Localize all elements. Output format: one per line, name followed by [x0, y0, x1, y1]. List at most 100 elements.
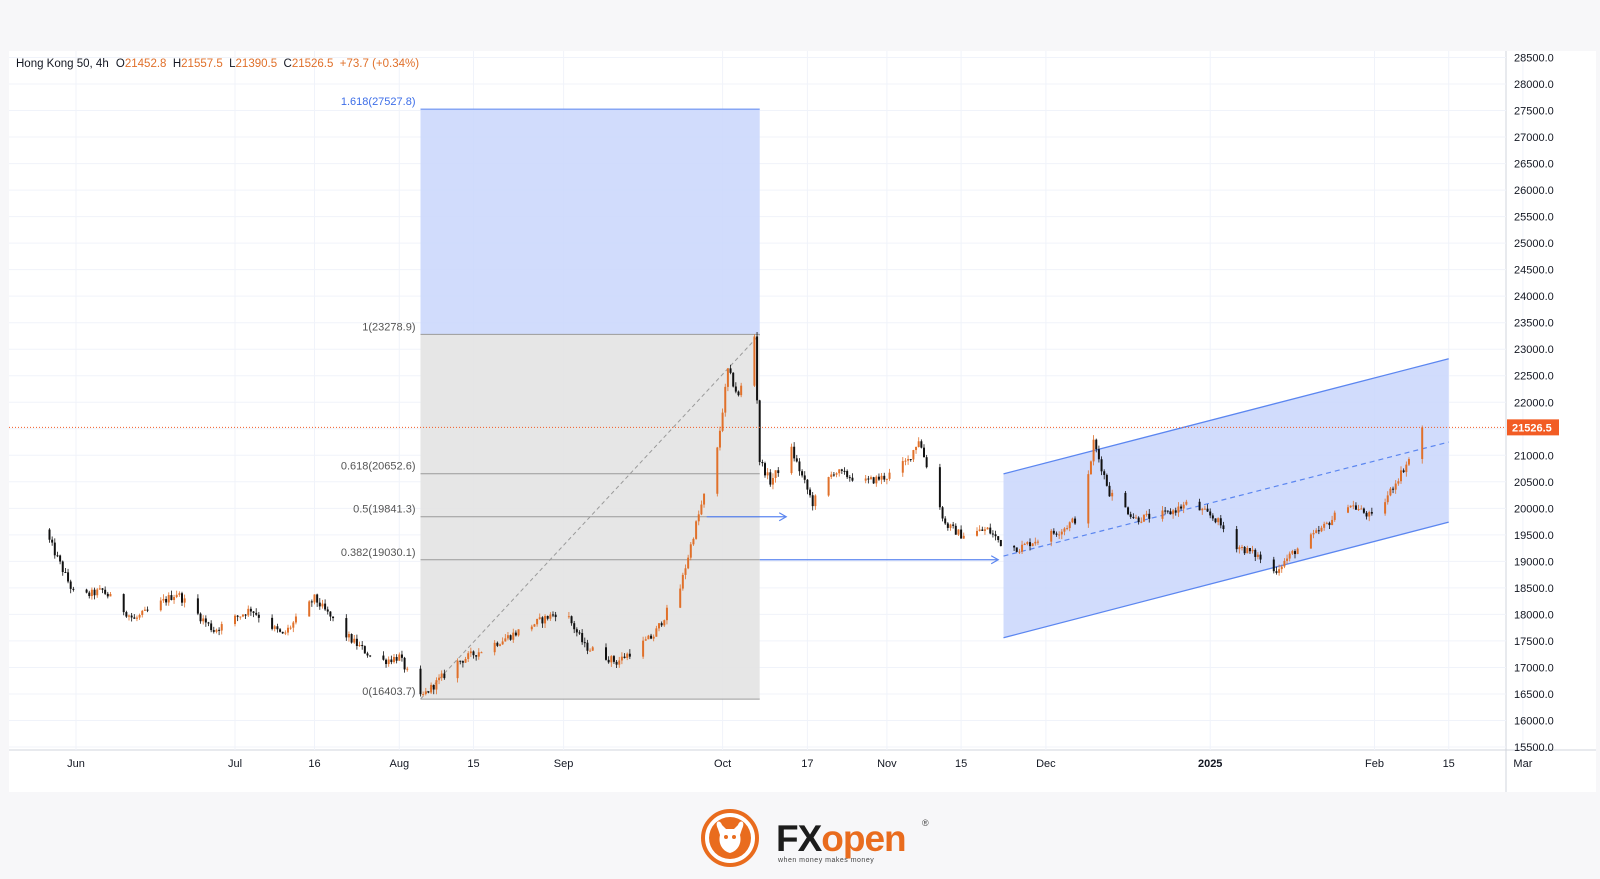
time-tick-label: Sep	[554, 758, 574, 770]
candle-body	[59, 555, 62, 562]
candle-body	[249, 608, 252, 612]
candle-body	[962, 535, 965, 539]
candle-body	[1034, 541, 1037, 544]
time-tick-label: 17	[801, 758, 813, 770]
candle-body	[1352, 505, 1355, 507]
candle-body	[1392, 488, 1395, 490]
candle-body	[390, 659, 393, 663]
wordmark-fx: FX	[776, 818, 822, 859]
candle-body	[244, 614, 247, 616]
candle-body	[456, 660, 459, 679]
candle-body	[183, 598, 186, 603]
candle-body	[1050, 530, 1053, 542]
candle-body	[400, 654, 403, 658]
candle-body	[729, 368, 732, 373]
candle-body	[1394, 483, 1397, 490]
candle-body	[920, 441, 923, 448]
price-tick-label: 19000.0	[1514, 556, 1554, 568]
candle-body	[1031, 543, 1034, 547]
candle-body	[1286, 558, 1289, 561]
candle-body	[1347, 507, 1349, 513]
candle-body	[1182, 504, 1185, 509]
candle-body	[976, 530, 978, 536]
candle-body	[774, 470, 777, 478]
candle-body	[289, 627, 292, 629]
candle-body	[695, 521, 698, 539]
low-value: 21390.5	[235, 58, 278, 70]
candle-body	[1100, 459, 1103, 472]
candle-body	[382, 655, 385, 660]
candle-body	[1283, 560, 1286, 567]
candle-body	[1320, 527, 1323, 532]
candle-body	[618, 660, 621, 665]
candle-body	[1278, 569, 1281, 573]
price-tick-label: 19500.0	[1514, 530, 1554, 542]
candle-body	[581, 633, 584, 643]
candle-body	[761, 462, 764, 464]
candle-body	[989, 527, 992, 534]
candle-body	[1018, 551, 1021, 553]
candle-body	[1325, 522, 1328, 524]
candle-body	[326, 609, 329, 612]
candle-body	[1174, 510, 1177, 513]
candle-body	[361, 644, 364, 647]
candle-body	[422, 694, 425, 696]
candle-body	[493, 642, 496, 653]
candle-body	[827, 477, 830, 496]
candle-body	[1015, 547, 1018, 552]
price-chart[interactable]: 28500.0 28000.0 27500.0 27000.0 26500.0 26000…	[9, 51, 1596, 792]
open-label: O	[115, 58, 125, 70]
candle-body	[1063, 528, 1066, 532]
arrow-head-icon	[990, 555, 1000, 565]
candle-body	[949, 524, 952, 528]
registered-mark: ®	[922, 818, 929, 828]
candle-body	[1397, 481, 1400, 484]
candle-body	[605, 647, 607, 660]
candle-body	[1071, 518, 1074, 523]
candle-body	[459, 660, 462, 662]
candle-body	[1180, 506, 1183, 509]
candle-body	[146, 609, 149, 611]
candle-body	[104, 589, 107, 594]
candle-body	[1317, 530, 1320, 532]
candle-body	[475, 655, 478, 657]
price-tick-label: 22000.0	[1514, 397, 1554, 409]
candle-body	[281, 631, 284, 634]
candle-body	[210, 623, 213, 631]
candle-body	[1368, 512, 1371, 517]
candle-body	[196, 598, 199, 614]
candle-body	[1312, 532, 1315, 535]
candle-body	[1164, 510, 1167, 512]
candle-body	[398, 654, 401, 661]
candle-body	[355, 638, 358, 646]
candle-body	[658, 623, 660, 629]
candle-body	[941, 507, 944, 519]
candle-body	[1256, 554, 1259, 557]
candle-body	[814, 495, 817, 507]
candle-body	[687, 557, 690, 569]
candle-body	[793, 446, 796, 459]
candle-body	[925, 457, 928, 468]
price-tick-label: 22500.0	[1514, 371, 1554, 383]
candle-body	[167, 595, 170, 603]
candle-body	[901, 461, 904, 473]
candle-body	[877, 476, 880, 480]
candle-body	[840, 469, 843, 471]
candle-body	[1198, 501, 1201, 511]
candle-body	[663, 620, 666, 626]
candle-body	[424, 691, 427, 695]
candle-body	[109, 594, 112, 597]
price-tick-label: 24500.0	[1514, 265, 1554, 277]
candle-body	[541, 617, 544, 624]
fib-level-label: 1.618(27527.8)	[341, 96, 416, 108]
chart-panel[interactable]: 28500.0 28000.0 27500.0 27000.0 26500.0 26000…	[9, 51, 1596, 792]
candle-body	[1259, 554, 1262, 560]
candle-body	[467, 653, 470, 659]
candle-body	[620, 656, 623, 661]
candle-body	[798, 461, 801, 472]
price-tick-label: 16500.0	[1514, 689, 1554, 701]
candle-body	[1068, 522, 1071, 529]
candle-body	[212, 630, 215, 632]
candle-body	[1142, 514, 1145, 522]
time-tick-label: 16	[308, 758, 320, 770]
